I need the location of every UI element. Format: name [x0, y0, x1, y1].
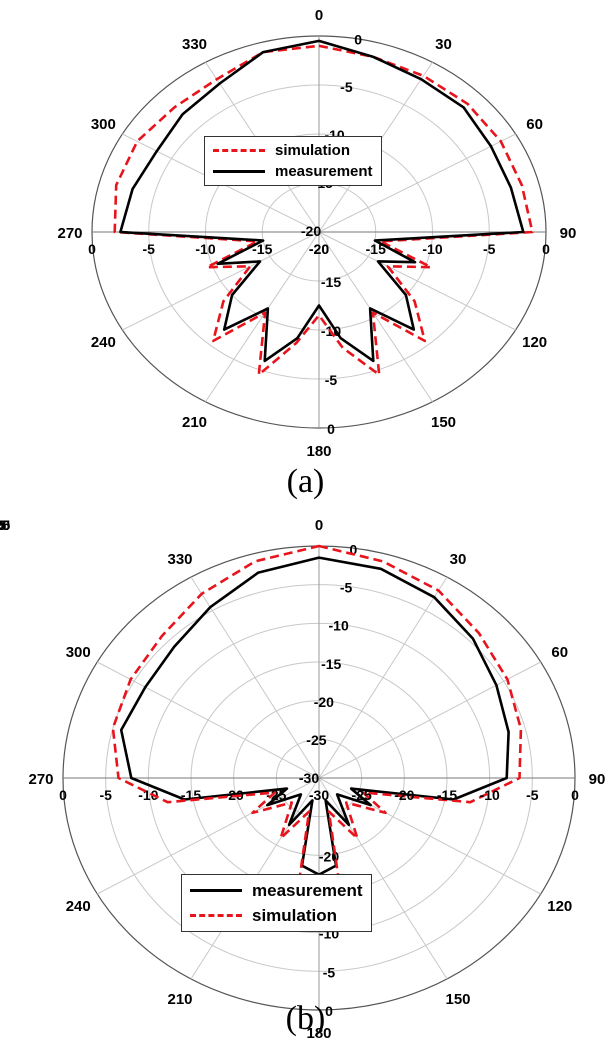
chart-b-radial-tick-label: -10 [480, 787, 500, 803]
chart-b-radial-tick-label: -5 [340, 580, 353, 596]
chart-a-radial-tick-label: -15 [321, 274, 341, 290]
legend-a-entry-simulation: simulation [213, 140, 373, 161]
chart-b-radial-tick-label: -10 [0, 517, 10, 533]
legend-a-entry-measurement: measurement [213, 161, 373, 182]
chart-b-angle-tick-label: 90 [589, 771, 606, 788]
polar-chart-a: 0 30 60 90 120 150 180 210 240 270 300 330 0 -5 -10 -15… [57, 7, 577, 500]
chart-b-radial-tick-label: -20 [314, 694, 334, 710]
chart-a-radial-tick-label: -5 [325, 372, 338, 388]
chart-b-grid-spoke [97, 661, 320, 779]
chart-b-angle-tick-label: 330 [167, 551, 192, 568]
chart-b-angle-tick-label: 300 [66, 644, 91, 661]
legend-a-label-measurement: measurement [275, 163, 373, 180]
legend-b-label-measurement: measurement [252, 880, 363, 900]
chart-b-series-simulation [111, 544, 523, 888]
chart-b-radial-tick-label: 0 [325, 1003, 333, 1019]
chart-a-series-simulation [113, 44, 534, 376]
chart-b-radial-tick-label: -30 [299, 770, 319, 786]
chart-b-angle-tick-label: 0 [315, 517, 323, 534]
chart-b-radial-tick-label: -30 [309, 787, 329, 803]
chart-a-grid-spoke [205, 231, 320, 403]
legend-a-label-simulation: simulation [275, 142, 351, 159]
chart-a-angle-tick-label: 0 [315, 7, 323, 24]
chart-a-angle-tick-label: 180 [306, 443, 331, 460]
chart-a-radial-tick-label: -20 [301, 223, 321, 239]
chart-a-radial-tick-label: -5 [143, 241, 156, 257]
chart-b-angle-tick-label: 60 [551, 644, 568, 661]
chart-b-radial-tick-label: 0 [59, 787, 67, 803]
chart-b-angle-tick-label: 120 [547, 898, 572, 915]
chart-b-radial-tick-label: -5 [526, 787, 539, 803]
chart-a-angle-tick-label: 150 [431, 414, 456, 431]
legend-b-entry-simulation: simulation [190, 903, 363, 928]
chart-b-radial-tick-label: -5 [99, 787, 112, 803]
chart-b-grid-spoke [190, 576, 320, 779]
chart-b-angle-tick-label: 30 [450, 551, 467, 568]
caption-a: (a) [286, 463, 325, 500]
chart-b-grid-spoke [318, 576, 448, 779]
chart-a-radial-tick-label: 0 [354, 31, 362, 47]
chart-a-angle-tick-label: 300 [91, 116, 116, 133]
chart-a-grid-spoke [318, 133, 516, 233]
chart-a-angle-tick-label: 270 [57, 225, 82, 242]
chart-b-radial-tick-label: -20 [394, 787, 414, 803]
chart-a-radial-tick-label: 0 [327, 421, 335, 437]
chart-b-radial-tick-label: -5 [0, 517, 6, 533]
chart-b-series-measurement [119, 556, 510, 876]
chart-a-grid-spoke [318, 231, 433, 403]
chart-b-radial-tick-label: -15 [437, 787, 457, 803]
caption-b: (b) [285, 1000, 326, 1037]
chart-b-radial-tick-label: -20 [0, 517, 10, 533]
chart-b-angle-tick-label: 150 [445, 991, 470, 1008]
chart-b-radial-tick-label: -10 [329, 618, 349, 634]
chart-a-radial-tick-label: -10 [422, 241, 442, 257]
chart-b-radial-tick-label: 0 [350, 542, 358, 558]
chart-a-radial-tick-label: -15 [252, 241, 272, 257]
chart-a-angle-tick-label: 60 [526, 116, 543, 133]
chart-a-radial-tick-label: 0 [542, 241, 550, 257]
chart-b-angle-tick-label: 180 [306, 1025, 331, 1042]
chart-a-radial-tick-label: 0 [88, 241, 96, 257]
chart-a-angle-tick-label: 30 [435, 36, 452, 53]
chart-b-radial-tick-label: -25 [352, 787, 372, 803]
chart-a-radial-tick-label: -20 [309, 241, 329, 257]
chart-b-radial-tick-label: -15 [321, 656, 341, 672]
legend-b-label-simulation: simulation [252, 905, 338, 925]
chart-a-angle-tick-label: 90 [560, 225, 577, 242]
chart-a-angle-tick-label: 120 [522, 334, 547, 351]
chart-a-grid-spoke [318, 231, 516, 331]
chart-b-grid-spoke [318, 777, 541, 895]
chart-b-radial-tick-label: -15 [0, 517, 10, 533]
chart-a-grid-spoke [122, 231, 320, 331]
chart-a-radial-tick-label: -5 [483, 241, 496, 257]
chart-a-radial-tick-label: -5 [340, 79, 353, 95]
legend-a-swatch-simulation [213, 149, 265, 152]
chart-b-radial-tick-label: 0 [571, 787, 579, 803]
polar-chart-b: 0 30 60 90 120 150 180 210 240 270 300 330 0 -5 -10 -15… [0, 517, 611, 1057]
legend-b-entry-measurement: measurement [190, 878, 363, 903]
legend-b-swatch-measurement [190, 889, 242, 892]
chart-b-grid-spoke [97, 777, 320, 895]
chart-b-angle-tick-label: 210 [167, 991, 192, 1008]
chart-b-radial-tick-label: -25 [0, 517, 10, 533]
chart-a-series-measurement [119, 39, 525, 363]
legend-a-swatch-measurement [213, 170, 265, 173]
chart-a-angle-tick-label: 210 [182, 414, 207, 431]
chart-b-radial-tick-label: -5 [323, 964, 336, 980]
chart-b-grid-spoke [318, 777, 448, 980]
chart-a-angle-tick-label: 330 [182, 36, 207, 53]
chart-b-grid-spoke [318, 661, 541, 779]
polar-plot-a: 0 30 60 90 120 150 180 210 240 270 300 330 0 -5 -10 -15… [57, 7, 577, 460]
chart-b-angle-tick-label: 240 [66, 898, 91, 915]
chart-b-radial-tick-label: -25 [306, 732, 326, 748]
chart-a-radial-tick-label: -10 [195, 241, 215, 257]
chart-b-radial-tick-label: 0 [0, 517, 4, 533]
chart-a-angle-tick-label: 240 [91, 334, 116, 351]
legend-b: measurement simulation [181, 874, 372, 932]
legend-a: simulation measurement [204, 136, 382, 186]
legend-b-swatch-simulation [190, 914, 242, 917]
chart-a-radial-tick-label: -20 [309, 241, 329, 257]
chart-b-angle-tick-label: 270 [28, 771, 53, 788]
